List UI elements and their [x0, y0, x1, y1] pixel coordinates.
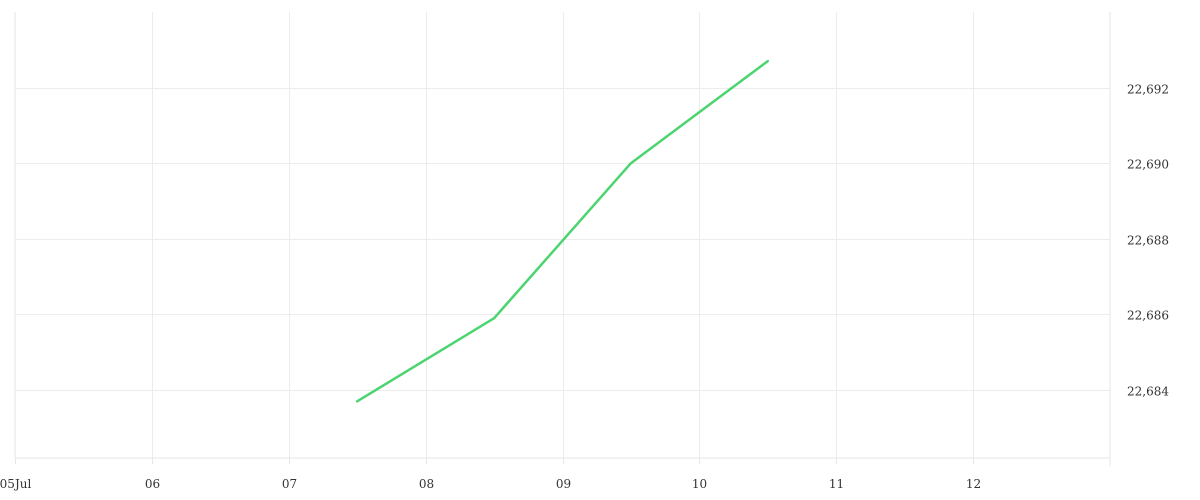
axes	[14, 12, 1111, 466]
y-tick-label: 22,686	[1127, 309, 1169, 323]
x-tick-label: 12	[966, 477, 981, 491]
y-tick-label: 22,688	[1127, 234, 1169, 248]
x-tick-label: 05Jul	[0, 477, 31, 491]
x-tick-label: 09	[556, 477, 571, 491]
y-tick-label: 22,692	[1127, 83, 1169, 97]
y-tick-label: 22,690	[1127, 158, 1169, 172]
x-axis-labels: 05Jul 06 07 08 09 10 11 12	[0, 477, 981, 491]
x-tick-label: 07	[282, 477, 297, 491]
series-line	[355, 59, 770, 403]
x-tick-label: 11	[829, 477, 844, 491]
x-tick-label: 08	[419, 477, 434, 491]
y-tick-label: 22,684	[1127, 385, 1169, 399]
grid	[15, 12, 1110, 458]
series-layer	[355, 59, 770, 403]
x-tick-label: 10	[692, 477, 707, 491]
y-axis-labels: 22,684 22,686 22,688 22,690 22,692	[1127, 83, 1169, 399]
x-tick-label: 06	[145, 477, 160, 491]
